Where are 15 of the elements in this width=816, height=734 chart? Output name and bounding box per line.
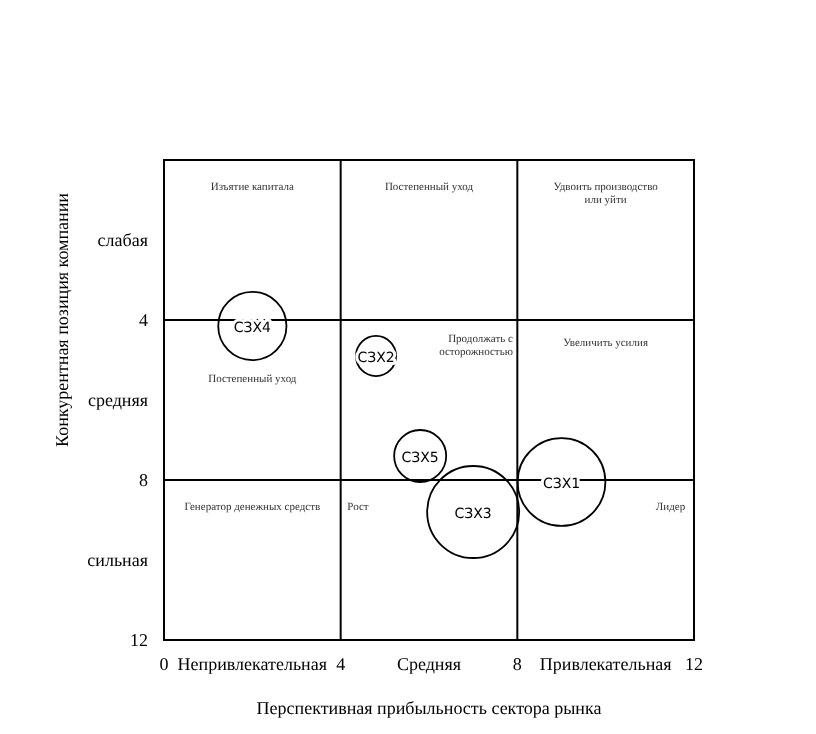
y-axis-title: Конкурентная позиция компании xyxy=(52,192,72,447)
y-tick-label: средняя xyxy=(87,390,148,410)
x-tick-label: 12 xyxy=(685,654,703,674)
y-tick-label: слабая xyxy=(97,230,148,250)
x-tick-label: Средняя xyxy=(396,654,462,674)
y-tick-label: 12 xyxy=(130,630,148,650)
x-tick-label: 8 xyxy=(512,654,523,674)
x-tick-label: Привлекательная xyxy=(539,654,672,674)
x-tick-label: 0 xyxy=(159,654,170,674)
y-tick-label: 8 xyxy=(139,470,149,490)
x-tick-label: 4 xyxy=(336,654,347,674)
x-axis-title: Перспективная прибыльность сектора рынка xyxy=(256,698,602,718)
y-tick-label: 4 xyxy=(139,310,149,330)
y-tick-label: сильная xyxy=(87,550,148,570)
x-tick-label: Непривлекательная xyxy=(177,654,328,674)
